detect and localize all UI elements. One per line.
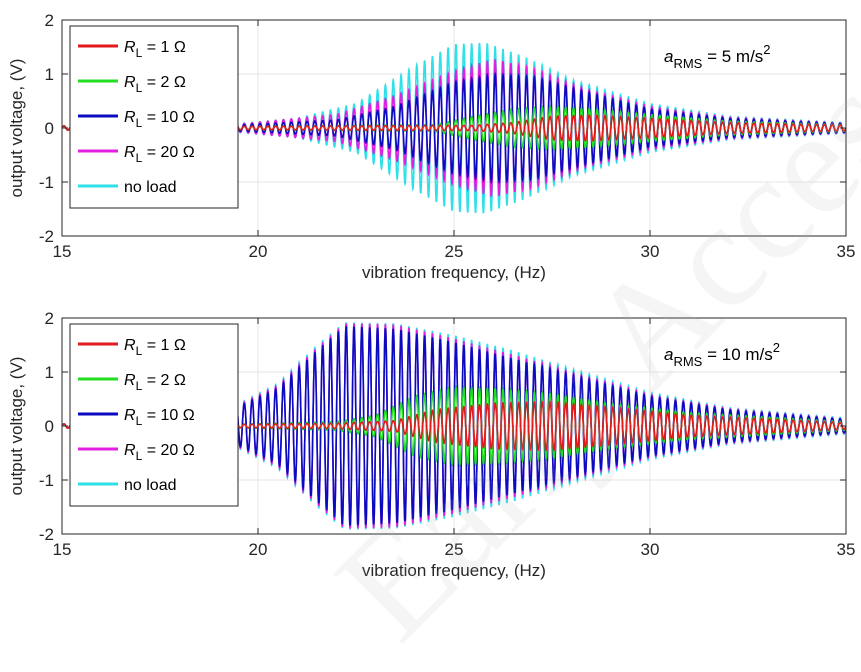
y-tick-label: -2	[39, 227, 54, 246]
legend-entry: RL = 10 Ω	[124, 407, 195, 428]
legend-entry: RL = 20 Ω	[124, 442, 195, 463]
x-tick-label: 20	[249, 540, 268, 559]
legend: RL = 1 Ω RL = 2 Ω RL = 10 Ω RL = 20 Ω no loa…	[69, 25, 239, 209]
ticks: 15 20 25 30 35 -2 -1 0 1 2	[39, 309, 856, 559]
legend-entry: RL = 1 Ω	[124, 39, 186, 60]
y-axis-label: output voltage, (V)	[7, 59, 26, 198]
legend-entry: no load	[124, 179, 177, 196]
x-tick-label: 30	[641, 242, 660, 261]
x-tick-label: 15	[53, 540, 72, 559]
x-tick-label: 35	[837, 242, 856, 261]
plot-panel-top: 15 20 25 30 35 -2 -1 0 1 2 vibration frequency, (…	[7, 11, 855, 282]
y-tick-label: 1	[45, 363, 54, 382]
y-tick-label: 2	[45, 11, 54, 30]
legend: RL = 1 Ω RL = 2 Ω RL = 10 Ω RL = 20 Ω no loa…	[69, 323, 239, 507]
y-tick-label: -1	[39, 471, 54, 490]
y-tick-label: 0	[45, 417, 54, 436]
x-axis-label: vibration frequency, (Hz)	[362, 263, 546, 282]
legend-entry: RL = 20 Ω	[124, 144, 195, 165]
x-tick-label: 15	[53, 242, 72, 261]
x-tick-label: 25	[445, 540, 464, 559]
legend-entry: RL = 10 Ω	[124, 109, 195, 130]
annotation: aRMS = 10 m/s2	[664, 340, 780, 369]
x-tick-label: 30	[641, 540, 660, 559]
y-tick-label: 0	[45, 119, 54, 138]
legend-entry: no load	[124, 477, 177, 494]
annotation: aRMS = 5 m/s2	[664, 42, 771, 71]
legend-entry: RL = 1 Ω	[124, 337, 186, 358]
y-axis-label: output voltage, (V)	[7, 357, 26, 496]
legend-entry: RL = 2 Ω	[124, 74, 186, 95]
y-tick-label: 1	[45, 65, 54, 84]
legend-entry: RL = 2 Ω	[124, 372, 186, 393]
x-tick-label: 35	[837, 540, 856, 559]
x-tick-label: 25	[445, 242, 464, 261]
y-tick-label: -2	[39, 525, 54, 544]
y-tick-label: -1	[39, 173, 54, 192]
plot-panel-bottom: 15 20 25 30 35 -2 -1 0 1 2 vibration frequency, (…	[7, 309, 855, 580]
x-tick-label: 20	[249, 242, 268, 261]
ticks: 15 20 25 30 35 -2 -1 0 1 2	[39, 11, 856, 261]
x-axis-label: vibration frequency, (Hz)	[362, 561, 546, 580]
y-tick-label: 2	[45, 309, 54, 328]
